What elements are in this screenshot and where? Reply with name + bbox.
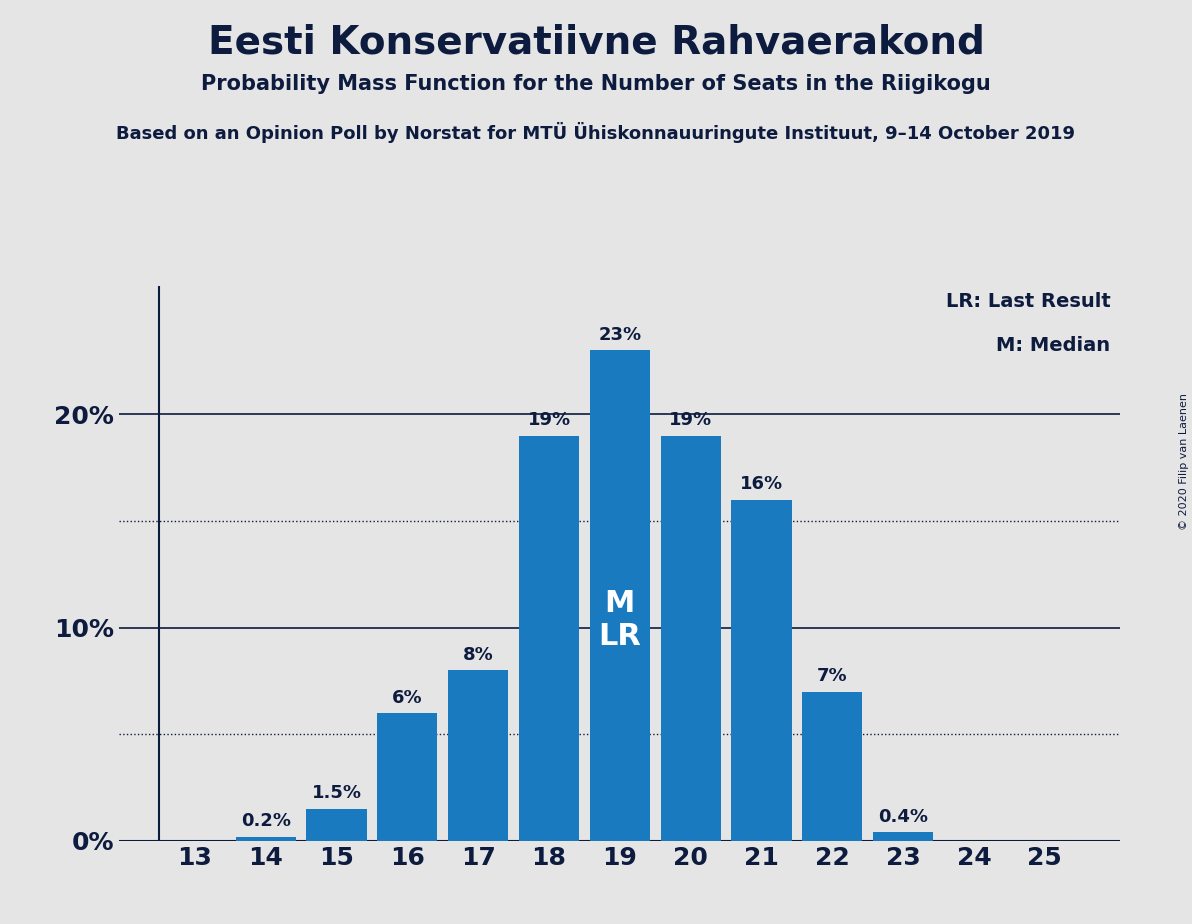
Bar xyxy=(519,436,579,841)
Bar xyxy=(660,436,721,841)
Text: 1.5%: 1.5% xyxy=(311,784,361,802)
Bar xyxy=(802,691,863,841)
Text: M
LR: M LR xyxy=(598,589,641,651)
Bar xyxy=(448,670,508,841)
Bar xyxy=(236,836,296,841)
Text: 6%: 6% xyxy=(392,688,423,707)
Text: 0.4%: 0.4% xyxy=(879,808,929,826)
Bar xyxy=(306,808,367,841)
Text: Probability Mass Function for the Number of Seats in the Riigikogu: Probability Mass Function for the Number… xyxy=(201,74,991,94)
Bar xyxy=(873,833,933,841)
Bar xyxy=(590,350,650,841)
Text: 16%: 16% xyxy=(740,475,783,493)
Text: 19%: 19% xyxy=(669,411,713,430)
Text: 7%: 7% xyxy=(817,667,848,686)
Bar xyxy=(732,500,791,841)
Text: © 2020 Filip van Laenen: © 2020 Filip van Laenen xyxy=(1179,394,1188,530)
Text: 19%: 19% xyxy=(527,411,571,430)
Bar xyxy=(377,713,437,841)
Text: Eesti Konservatiivne Rahvaerakond: Eesti Konservatiivne Rahvaerakond xyxy=(207,23,985,61)
Text: 0.2%: 0.2% xyxy=(241,812,291,830)
Text: LR: Last Result: LR: Last Result xyxy=(945,292,1111,311)
Text: M: Median: M: Median xyxy=(997,336,1111,356)
Text: 8%: 8% xyxy=(462,646,493,663)
Text: Based on an Opinion Poll by Norstat for MTÜ Ühiskonnauuringute Instituut, 9–14 O: Based on an Opinion Poll by Norstat for … xyxy=(117,122,1075,143)
Text: 23%: 23% xyxy=(598,326,641,344)
